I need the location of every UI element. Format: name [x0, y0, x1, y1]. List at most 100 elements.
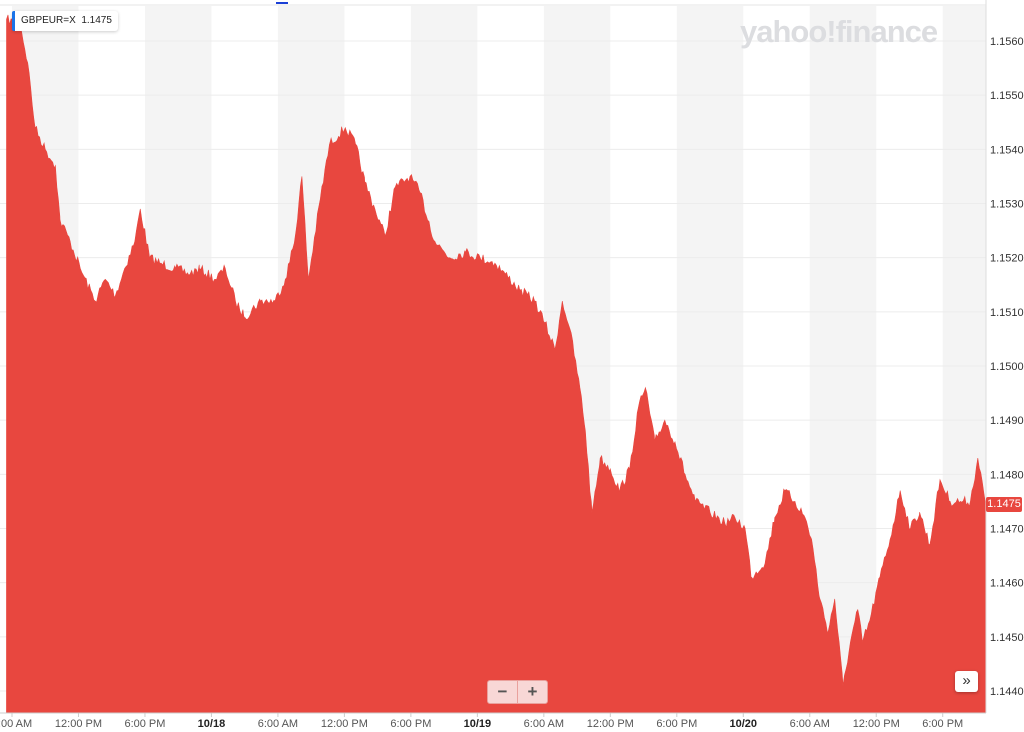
- data-point[interactable]: [583, 429, 587, 433]
- data-point[interactable]: [693, 499, 697, 503]
- data-point[interactable]: [673, 440, 677, 444]
- data-point[interactable]: [123, 267, 127, 271]
- data-point[interactable]: [938, 478, 942, 482]
- data-point[interactable]: [560, 299, 564, 303]
- data-point[interactable]: [383, 234, 387, 238]
- data-point[interactable]: [478, 256, 482, 260]
- data-point[interactable]: [773, 516, 777, 520]
- data-point[interactable]: [958, 499, 962, 503]
- data-point[interactable]: [318, 196, 322, 200]
- data-point[interactable]: [860, 640, 864, 644]
- data-point[interactable]: [636, 407, 640, 411]
- data-point[interactable]: [138, 207, 142, 211]
- data-point[interactable]: [343, 126, 347, 130]
- data-point[interactable]: [173, 267, 177, 271]
- data-point[interactable]: [78, 267, 82, 271]
- zoom-in-button[interactable]: +: [517, 681, 547, 703]
- data-point[interactable]: [273, 299, 277, 303]
- data-point[interactable]: [433, 239, 437, 243]
- data-point[interactable]: [93, 299, 97, 303]
- data-point[interactable]: [856, 608, 860, 612]
- data-point[interactable]: [708, 510, 712, 514]
- data-point[interactable]: [493, 261, 497, 265]
- data-point[interactable]: [663, 418, 667, 422]
- data-point[interactable]: [818, 597, 822, 601]
- data-point[interactable]: [258, 299, 262, 303]
- data-point[interactable]: [393, 185, 397, 189]
- data-point[interactable]: [810, 537, 814, 541]
- data-point[interactable]: [803, 516, 807, 520]
- data-point[interactable]: [568, 326, 572, 330]
- zoom-out-button[interactable]: −: [497, 682, 508, 701]
- data-point[interactable]: [448, 256, 452, 260]
- data-point[interactable]: [578, 386, 582, 390]
- data-point[interactable]: [898, 489, 902, 493]
- data-point[interactable]: [608, 467, 612, 471]
- data-point[interactable]: [463, 250, 467, 254]
- data-point[interactable]: [197, 267, 201, 271]
- data-point[interactable]: [833, 597, 837, 601]
- data-point[interactable]: [628, 467, 632, 471]
- data-point[interactable]: [26, 61, 30, 65]
- data-point[interactable]: [948, 499, 952, 503]
- data-point[interactable]: [590, 510, 594, 514]
- data-point[interactable]: [223, 267, 227, 271]
- data-point[interactable]: [4, 17, 8, 21]
- data-point[interactable]: [683, 472, 687, 476]
- data-point[interactable]: [968, 499, 972, 503]
- data-point[interactable]: [103, 277, 107, 281]
- data-point[interactable]: [68, 239, 72, 243]
- y-tick-label: 1.1500: [990, 361, 1024, 373]
- data-point[interactable]: [53, 164, 57, 168]
- data-point[interactable]: [908, 527, 912, 531]
- data-point[interactable]: [618, 489, 622, 493]
- data-point[interactable]: [306, 277, 310, 281]
- data-point[interactable]: [543, 321, 547, 325]
- data-point[interactable]: [503, 272, 507, 276]
- data-point[interactable]: [353, 142, 357, 146]
- data-point[interactable]: [750, 575, 754, 579]
- data-point[interactable]: [158, 261, 162, 265]
- data-point[interactable]: [518, 288, 522, 292]
- data-point[interactable]: [848, 640, 852, 644]
- data-point[interactable]: [743, 527, 747, 531]
- data-point[interactable]: [878, 575, 882, 579]
- data-point[interactable]: [243, 315, 247, 319]
- data-point[interactable]: [888, 537, 892, 541]
- data-point[interactable]: [58, 218, 62, 222]
- data-point[interactable]: [783, 489, 787, 493]
- data-point[interactable]: [213, 277, 217, 281]
- data-point[interactable]: [733, 516, 737, 520]
- data-point[interactable]: [793, 499, 797, 503]
- data-point[interactable]: [918, 510, 922, 514]
- data-point[interactable]: [283, 277, 287, 281]
- data-point[interactable]: [373, 207, 377, 211]
- data-point[interactable]: [763, 559, 767, 563]
- data-point[interactable]: [33, 126, 37, 130]
- data-point[interactable]: [598, 456, 602, 460]
- data-point[interactable]: [841, 684, 845, 688]
- data-point[interactable]: [300, 174, 304, 178]
- data-point[interactable]: [868, 619, 872, 623]
- data-point[interactable]: [553, 348, 557, 352]
- data-point[interactable]: [328, 142, 332, 146]
- data-point[interactable]: [148, 256, 152, 260]
- data-point[interactable]: [133, 239, 137, 243]
- data-point[interactable]: [643, 386, 647, 390]
- expand-icon[interactable]: »: [955, 671, 978, 692]
- data-point[interactable]: [653, 440, 657, 444]
- data-point[interactable]: [928, 543, 932, 547]
- data-point[interactable]: [188, 272, 192, 276]
- data-point[interactable]: [418, 191, 422, 195]
- data-point[interactable]: [293, 239, 297, 243]
- data-point[interactable]: [113, 294, 117, 298]
- data-point[interactable]: [976, 456, 980, 460]
- data-point[interactable]: [408, 174, 412, 178]
- data-point[interactable]: [826, 629, 830, 633]
- data-point[interactable]: [533, 299, 537, 303]
- data-point[interactable]: [723, 521, 727, 525]
- data-point[interactable]: [363, 180, 367, 184]
- data-point[interactable]: [233, 299, 237, 303]
- data-point[interactable]: [43, 147, 47, 151]
